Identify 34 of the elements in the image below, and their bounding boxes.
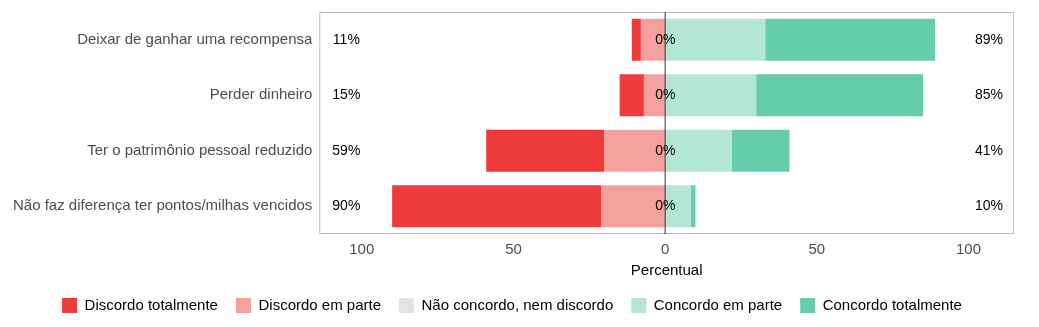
bar	[619, 74, 644, 117]
y-tick-label: Perder dinheiro	[209, 85, 313, 103]
y-tick-label: Não faz diferença ter pontos/milhas vencidos	[13, 196, 313, 214]
y-tick-label: Ter o patrimônio pessoal reduzido	[87, 140, 313, 158]
legend-label: Não concordo, nem discordo	[421, 295, 614, 313]
x-tick-label: 50	[808, 240, 826, 258]
annotation: 11%	[332, 30, 360, 47]
legend-label: Discordo em parte	[258, 295, 382, 313]
x-axis-title: Percentual	[630, 261, 703, 279]
annotation: 0%	[655, 197, 676, 214]
annotation: 15%	[332, 86, 361, 103]
bar	[631, 18, 641, 61]
x-tick-label: 50	[505, 240, 522, 258]
annotation: 59%	[332, 141, 361, 158]
legend-label: Discordo totalmente	[84, 295, 218, 313]
legend-label: Concordo em parte	[653, 295, 783, 313]
x-tick-label: 100	[955, 240, 982, 258]
bar	[392, 185, 602, 228]
bar	[756, 74, 923, 117]
legend-label: Concordo totalmente	[822, 295, 962, 313]
x-tick-label: 0	[660, 240, 670, 258]
annotation: 0%	[655, 86, 676, 103]
annotation: 10%	[974, 197, 1004, 214]
annotation: 89%	[974, 30, 1004, 47]
annotation: 41%	[974, 141, 1004, 158]
annotation: 85%	[974, 86, 1004, 103]
x-tick-label: 100	[349, 240, 375, 258]
bar	[731, 129, 790, 172]
bar	[486, 129, 605, 172]
bar	[765, 18, 936, 61]
y-tick-label: Deixar de ganhar uma recompensa	[77, 29, 313, 47]
annotation: 0%	[655, 30, 676, 47]
annotation: 0%	[655, 141, 676, 158]
annotation: 90%	[332, 197, 361, 214]
